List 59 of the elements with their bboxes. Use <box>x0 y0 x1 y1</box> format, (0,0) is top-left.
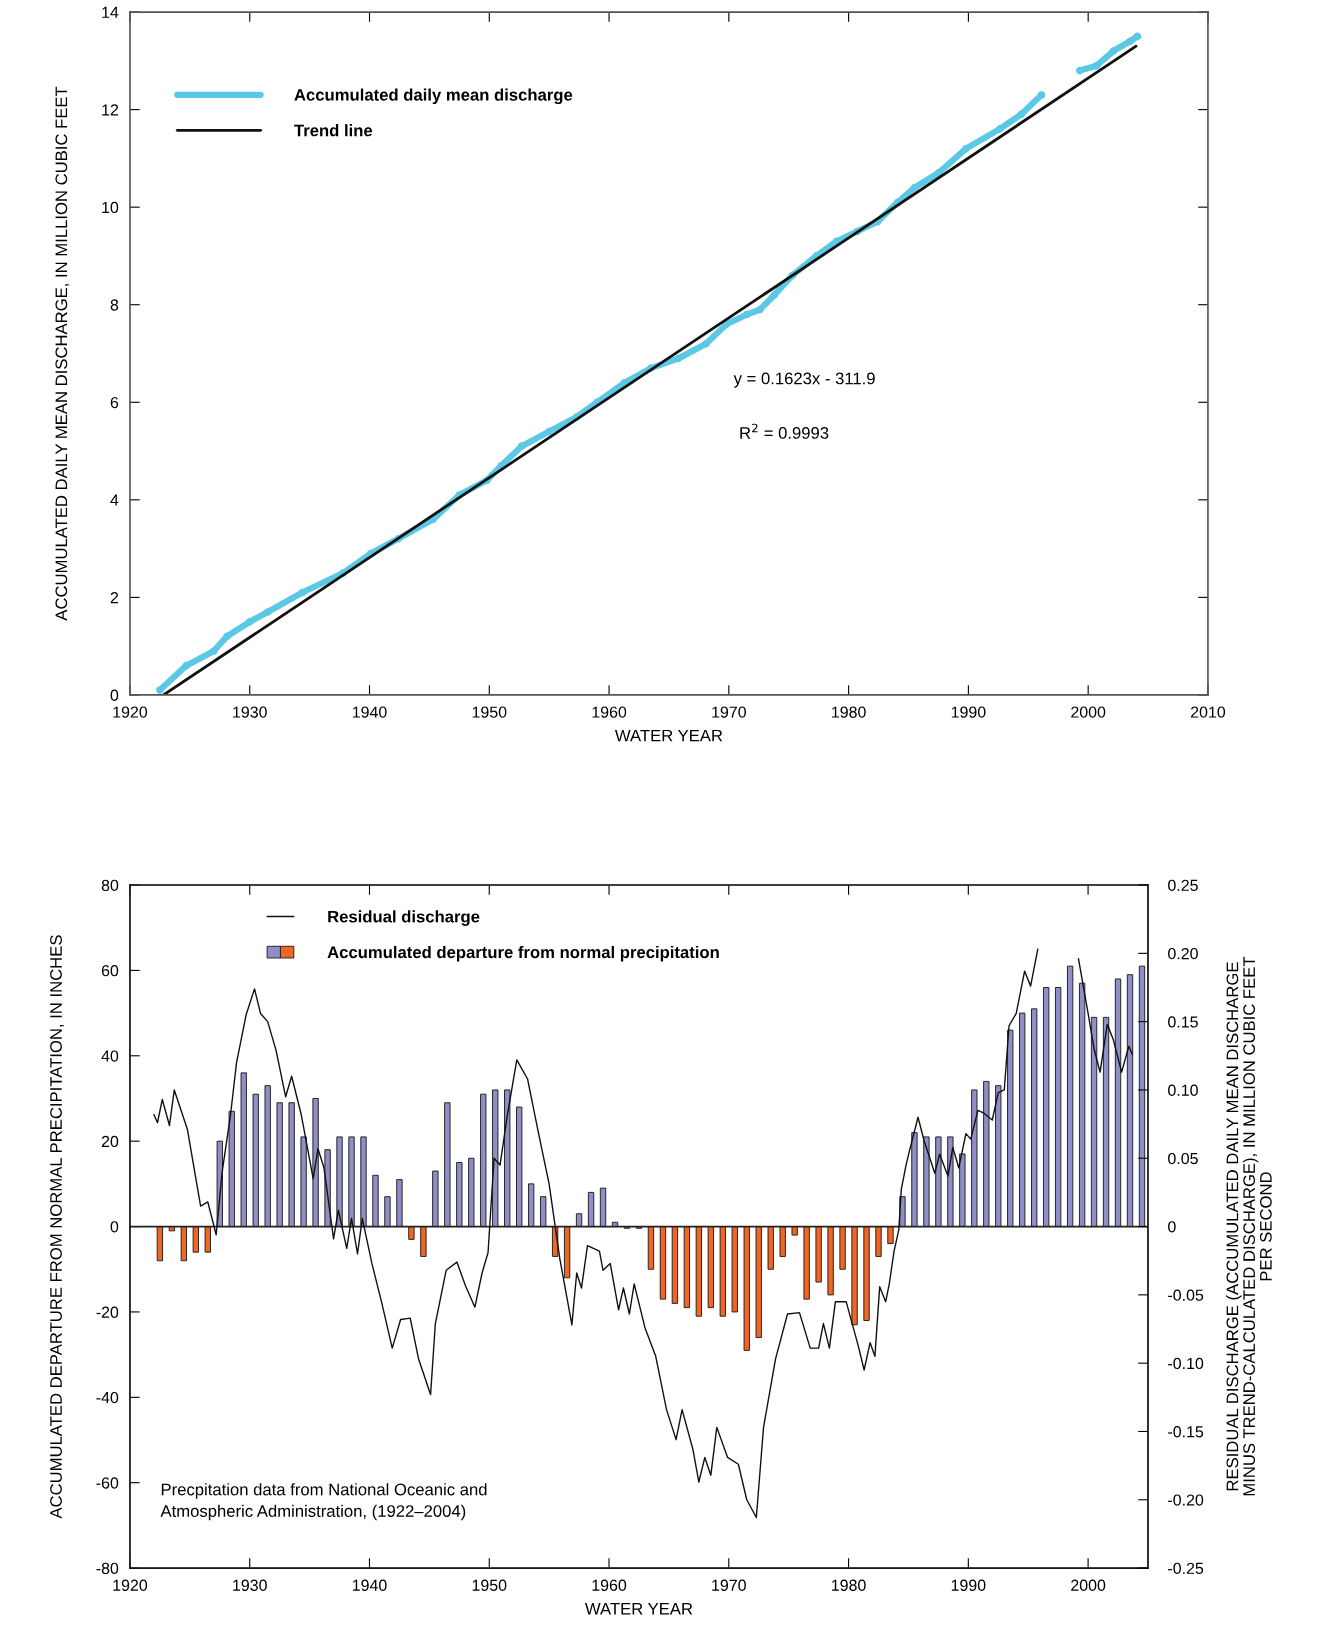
annotation: Precpitation data from National Oceanic and Atmospheric Administration, (1922–2004) <box>160 1483 487 1521</box>
y-tick-label: 60 <box>101 965 119 977</box>
x-axis-title: WATER YEAR <box>585 1603 693 1615</box>
y-tick-label: -60 <box>96 1477 119 1489</box>
x-tick-label: 1990 <box>951 1579 986 1591</box>
x-tick-label: 1970 <box>712 1579 746 1591</box>
y2-tick-label: 0.20 <box>1168 947 1198 960</box>
y2-tick-label: 0 <box>1168 1221 1176 1233</box>
x-axis-title: WATER YEAR <box>615 729 723 742</box>
x-tick-label: 1970 <box>712 706 746 718</box>
y-tick-label: -80 <box>96 1562 119 1575</box>
y-tick-label: -20 <box>96 1306 119 1318</box>
x-tick-label: 1930 <box>233 1579 267 1591</box>
y-tick-label: 2 <box>110 592 119 604</box>
y2-tick-label: -0.10 <box>1168 1357 1204 1370</box>
x-tick-label: 2000 <box>1071 706 1106 718</box>
x-tick-label: 1950 <box>472 706 507 718</box>
y2-tick-label: -0.20 <box>1168 1494 1204 1506</box>
y-tick-label: 10 <box>102 201 119 214</box>
y-tick-label: 40 <box>101 1050 119 1062</box>
annotation: R$^{2}$ = 0.9993 <box>740 423 829 439</box>
x-tick-label: 2010 <box>1190 706 1226 718</box>
x-tick-label: 1920 <box>113 706 148 718</box>
x-tick-label: 1960 <box>592 706 627 718</box>
x-tick-label: 1950 <box>472 1579 507 1591</box>
y-tick-label: -40 <box>96 1391 119 1404</box>
annotation: y = 0.1623x - 311.9 <box>733 372 875 388</box>
x-tick-label: 2000 <box>1071 1579 1106 1591</box>
y-tick-label: 6 <box>110 396 119 409</box>
legend-label: Trend line <box>294 124 373 137</box>
y-axis-title: ACCUMULATED DEPARTURE FROM NORMAL PRECIPITATION, IN INCHES <box>50 935 64 1519</box>
y-tick-label: 20 <box>101 1135 119 1148</box>
y-tick-label: 0 <box>110 1221 119 1233</box>
y2-tick-label: -0.25 <box>1168 1562 1204 1575</box>
x-tick-label: 1980 <box>832 706 866 718</box>
x-tick-label: 1980 <box>832 1579 866 1591</box>
y-tick-label: 12 <box>102 104 119 116</box>
x-tick-label: 1990 <box>951 706 986 718</box>
x-tick-label: 1920 <box>113 1579 148 1591</box>
y2-tick-label: -0.15 <box>1168 1426 1204 1438</box>
x-tick-label: 1960 <box>592 1579 627 1591</box>
y2-tick-label: 0.10 <box>1168 1084 1198 1096</box>
y2-tick-label: 0.05 <box>1168 1152 1198 1165</box>
x-tick-label: 1940 <box>352 706 387 718</box>
y-tick-label: 4 <box>110 494 119 506</box>
y-axis-title: ACCUMULATED DAILY MEAN DISCHARGE, IN MILLION CUBIC FEET <box>55 86 70 621</box>
y2-tick-label: 0.15 <box>1168 1016 1198 1028</box>
y-tick-label: 80 <box>101 879 119 891</box>
y2-tick-label: 0.25 <box>1168 879 1198 891</box>
legend-label: Accumulated departure from normal precipitation <box>327 945 719 962</box>
y-tick-label: 14 <box>102 6 119 18</box>
y2-axis-title: RESIDUAL DISCHARGE (ACCUMULATED DAILY MEAN DISCHARGE MINUS TREND-CALCULATED DISCHARGE), IN MILLION CUBIC FEET PER SECOND <box>1226 956 1272 1496</box>
legend-label: Accumulated daily mean discharge <box>294 88 573 105</box>
y2-tick-label: -0.05 <box>1168 1289 1204 1301</box>
x-tick-label: 1940 <box>352 1579 387 1591</box>
y-tick-label: 8 <box>110 299 119 311</box>
x-tick-label: 1930 <box>233 706 267 718</box>
legend-label: Residual discharge <box>328 910 480 926</box>
y-tick-label: 0 <box>110 689 119 701</box>
